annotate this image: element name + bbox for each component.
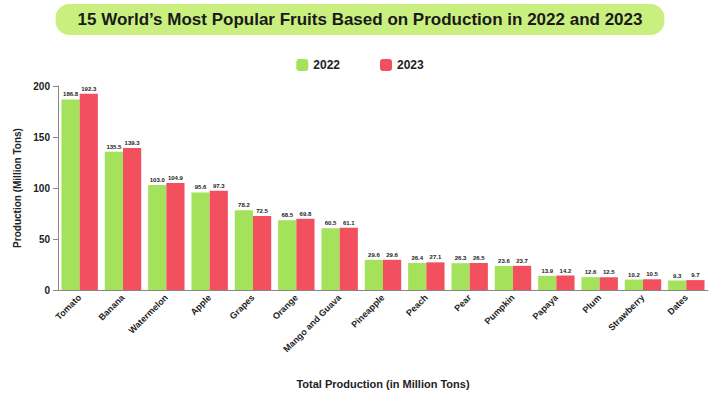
svg-text:Peach: Peach [404, 292, 430, 318]
svg-text:14.2: 14.2 [560, 268, 572, 274]
svg-text:Production (Million Tons): Production (Million Tons) [12, 128, 23, 248]
svg-text:13.9: 13.9 [541, 268, 553, 274]
svg-text:Plum: Plum [581, 292, 604, 315]
svg-text:Orange: Orange [271, 292, 300, 321]
svg-text:61.1: 61.1 [343, 220, 355, 226]
svg-text:Pineapple: Pineapple [349, 292, 386, 329]
svg-text:Pumpkin: Pumpkin [483, 292, 517, 326]
svg-text:97.3: 97.3 [213, 183, 225, 189]
svg-text:139.3: 139.3 [125, 140, 141, 146]
svg-text:200: 200 [33, 81, 50, 92]
svg-text:60.5: 60.5 [325, 220, 337, 226]
svg-text:Grapes: Grapes [228, 292, 257, 321]
svg-text:104.9: 104.9 [168, 175, 184, 181]
svg-text:Apple: Apple [188, 292, 213, 317]
svg-text:9.7: 9.7 [691, 272, 700, 278]
svg-text:26.3: 26.3 [455, 255, 467, 261]
svg-text:2023: 2023 [397, 58, 424, 72]
svg-text:Watermelon: Watermelon [127, 292, 170, 335]
svg-text:29.6: 29.6 [368, 252, 380, 258]
svg-text:10.5: 10.5 [646, 271, 658, 277]
svg-text:0: 0 [44, 285, 50, 296]
svg-text:23.6: 23.6 [498, 258, 510, 264]
svg-text:26.4: 26.4 [411, 255, 423, 261]
svg-text:Strawberry: Strawberry [606, 292, 646, 332]
svg-text:Pear: Pear [452, 292, 473, 313]
svg-text:Dates: Dates [665, 292, 689, 316]
svg-text:69.8: 69.8 [300, 211, 312, 217]
svg-text:Banana: Banana [97, 292, 128, 323]
svg-text:150: 150 [33, 132, 50, 143]
svg-text:50: 50 [39, 234, 51, 245]
svg-text:10.2: 10.2 [628, 272, 640, 278]
svg-text:23.7: 23.7 [516, 258, 528, 264]
svg-text:2022: 2022 [313, 58, 340, 72]
svg-text:100: 100 [33, 183, 50, 194]
svg-text:26.5: 26.5 [473, 255, 485, 261]
svg-text:135.5: 135.5 [106, 144, 122, 150]
svg-text:29.6: 29.6 [386, 252, 398, 258]
svg-text:12.6: 12.6 [585, 269, 597, 275]
svg-text:78.2: 78.2 [238, 202, 250, 208]
svg-text:Total Production (in Million T: Total Production (in Million Tons) [296, 378, 469, 390]
svg-text:15 World’s Most Popular Fruits: 15 World’s Most Popular Fruits Based on … [78, 10, 643, 29]
svg-text:72.5: 72.5 [256, 208, 268, 214]
svg-text:Mango and Guava: Mango and Guava [281, 292, 343, 354]
svg-text:95.6: 95.6 [195, 184, 207, 190]
svg-text:9.3: 9.3 [673, 273, 682, 279]
svg-text:Tomato: Tomato [54, 292, 84, 322]
svg-text:12.5: 12.5 [603, 269, 615, 275]
svg-text:68.5: 68.5 [281, 212, 293, 218]
svg-text:186.8: 186.8 [63, 91, 79, 97]
svg-text:27.1: 27.1 [430, 254, 442, 260]
svg-text:Papaya: Papaya [531, 292, 561, 322]
svg-text:192.3: 192.3 [81, 86, 97, 92]
svg-text:103.0: 103.0 [150, 177, 166, 183]
